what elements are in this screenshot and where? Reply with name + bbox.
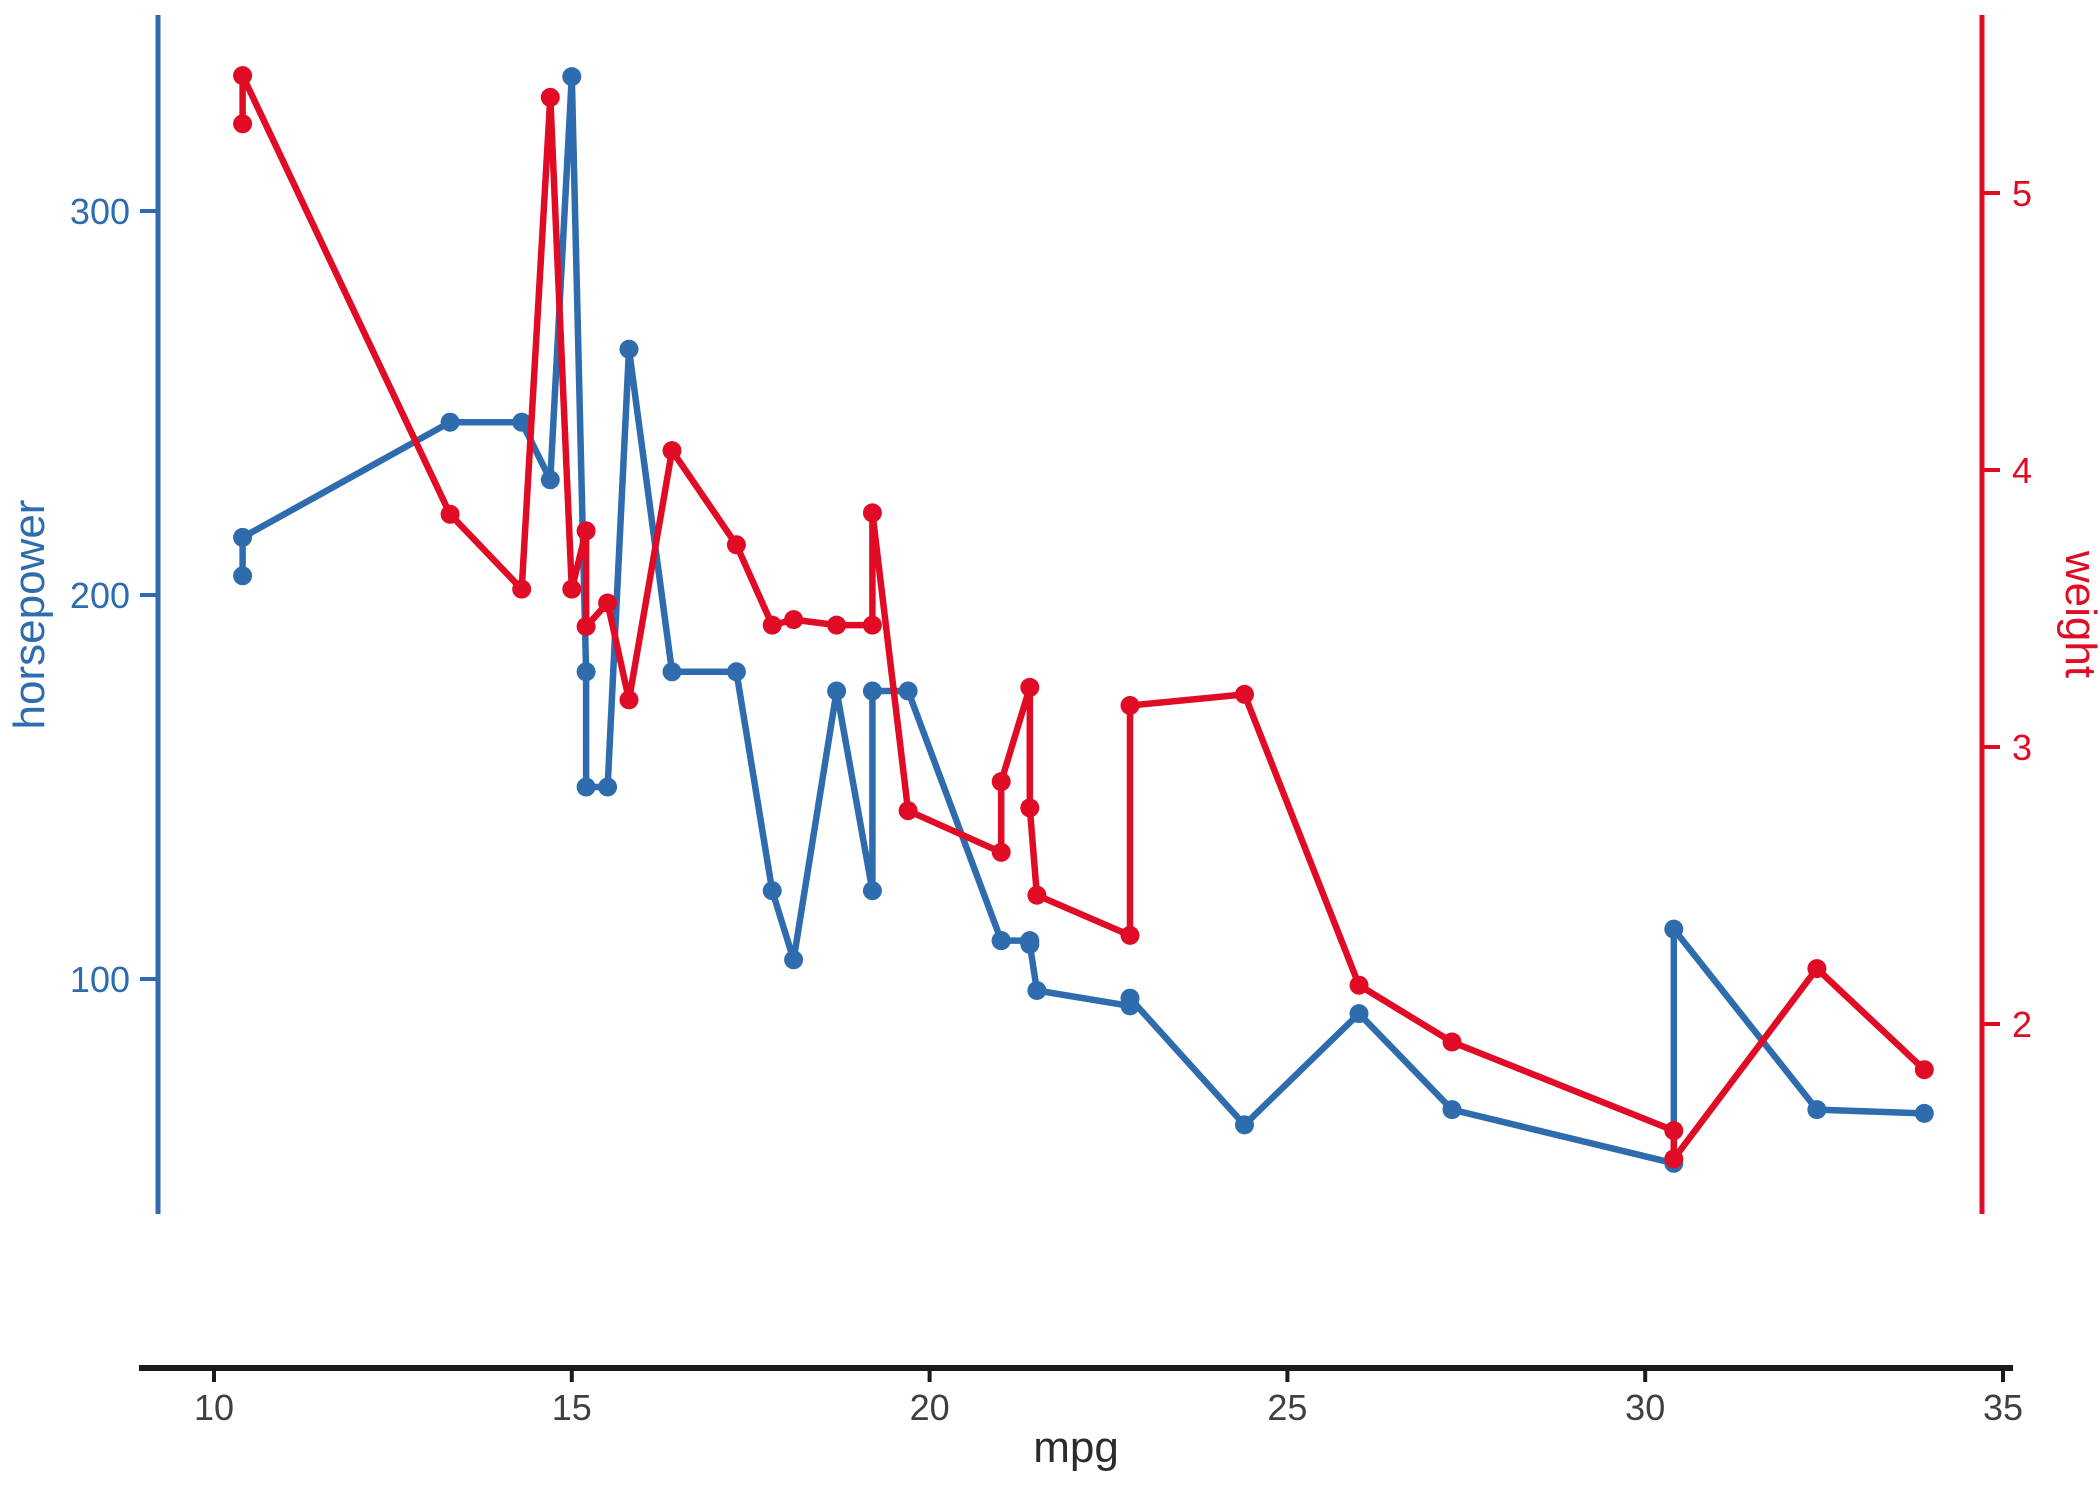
x-axis-mpg: 10 15 20 25 30 35 [139, 1365, 2023, 1428]
horsepower-point [991, 931, 1011, 951]
horsepower-point [233, 566, 253, 586]
series-horsepower [233, 67, 1934, 1173]
left-axis-tick-label: 200 [70, 575, 130, 616]
weight-point [1027, 885, 1047, 905]
right-axis-tick-label: 4 [2012, 450, 2032, 491]
weight-point [233, 66, 253, 86]
axis-titles: horsepower weight mpg [5, 500, 2100, 1472]
horsepower-line [239, 73, 1928, 1167]
weight-line [239, 72, 1928, 1163]
horsepower-point [784, 950, 804, 970]
right-axis-tick-label: 5 [2012, 173, 2032, 214]
weight-point [233, 114, 253, 134]
series-weight [233, 66, 1934, 1169]
left-axis-tick-label: 300 [70, 191, 130, 232]
x-axis-tick-label: 35 [1983, 1387, 2023, 1428]
weight-point [662, 441, 682, 461]
weight-point [1664, 1121, 1684, 1141]
weight-point [991, 842, 1011, 862]
horsepower-point [576, 777, 596, 797]
left-axis-horsepower: 100 200 300 [70, 15, 161, 1214]
weight-point [1120, 696, 1140, 715]
weight-point [862, 615, 882, 635]
x-axis-tick-label: 20 [910, 1387, 950, 1428]
horsepower-point [562, 67, 582, 87]
weight-point [540, 87, 560, 107]
weight-point [1807, 959, 1827, 979]
horsepower-point [862, 681, 882, 701]
x-axis-tick-label: 30 [1625, 1387, 1665, 1428]
weight-point [762, 615, 782, 635]
right-axis-tick-label: 3 [2012, 727, 2032, 768]
horsepower-point [576, 662, 596, 682]
horsepower-point [1349, 1004, 1369, 1024]
weight-point [576, 617, 596, 636]
horsepower-point [540, 470, 560, 490]
weight-point [862, 503, 882, 523]
horsepower-point [898, 681, 918, 701]
weight-point [576, 521, 596, 541]
weight-point [440, 504, 460, 524]
horsepower-point [440, 412, 460, 432]
weight-point [1349, 975, 1369, 995]
left-axis-tick-label: 100 [70, 959, 130, 1000]
weight-point [512, 579, 532, 599]
weight-point [598, 593, 618, 613]
horsepower-point [1235, 1115, 1254, 1135]
right-axis-tick-label: 2 [2012, 1004, 2032, 1045]
weight-point [726, 535, 746, 555]
weight-point [1120, 925, 1140, 945]
horsepower-point [1442, 1100, 1462, 1120]
weight-point [1664, 1149, 1684, 1169]
weight-point [898, 801, 918, 821]
weight-point [619, 690, 639, 710]
horsepower-point [598, 777, 618, 797]
horsepower-point [512, 412, 532, 432]
horsepower-point [1914, 1103, 1934, 1123]
x-axis-tick-label: 10 [194, 1387, 234, 1428]
weight-point [562, 579, 582, 599]
x-axis-tick-label: 15 [552, 1387, 592, 1428]
weight-point [1020, 798, 1040, 818]
horsepower-point [726, 662, 746, 682]
horsepower-point [662, 662, 682, 682]
right-axis-title: weight [2056, 550, 2100, 678]
right-axis-weight: 2 3 4 5 [1979, 15, 2032, 1214]
horsepower-point [1027, 981, 1047, 1000]
horsepower-point [1664, 919, 1684, 939]
weight-point [1020, 677, 1040, 697]
weight-point [784, 610, 804, 630]
x-axis-title: mpg [1033, 1423, 1119, 1472]
horsepower-point [762, 881, 782, 901]
weight-point [991, 772, 1011, 792]
horsepower-point [827, 681, 847, 701]
left-axis-title: horsepower [5, 500, 54, 730]
weight-point [827, 615, 847, 635]
horsepower-point [233, 527, 253, 547]
horsepower-point [1020, 934, 1040, 954]
weight-point [1442, 1032, 1462, 1052]
x-axis-tick-label: 25 [1267, 1387, 1307, 1428]
horsepower-point [862, 881, 882, 901]
weight-point [1914, 1060, 1934, 1080]
horsepower-point [1120, 988, 1140, 1008]
horsepower-point [1807, 1100, 1827, 1120]
horsepower-point [619, 339, 639, 359]
weight-point [1235, 684, 1254, 704]
